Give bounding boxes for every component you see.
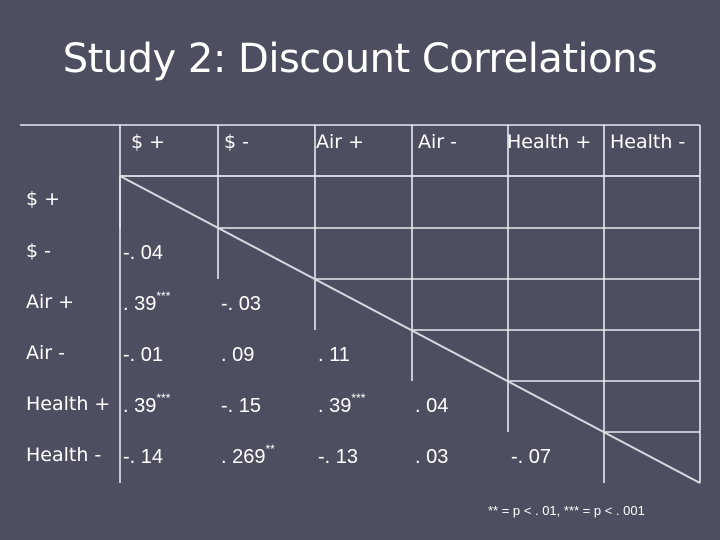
row-label: Air - [26,342,65,364]
correlation-value: . 11 [318,345,350,365]
correlation-number: . 11 [318,344,350,366]
correlation-value: -. 03 [221,294,261,314]
row-label: $ + [26,188,61,210]
column-header: Air - [418,131,457,153]
correlation-number: -. 13 [318,446,359,468]
significance-marker: ** [265,442,275,457]
correlation-value: . 39*** [123,290,170,315]
correlation-number: -. 07 [511,446,552,468]
correlation-value: . 09 [221,345,254,365]
correlation-number: . 03 [415,446,449,468]
correlation-value: . 03 [415,447,448,467]
correlation-value: . 39*** [123,392,170,417]
column-header: $ - [224,131,249,153]
column-header: Health + [507,131,592,153]
correlation-value: . 39*** [318,392,365,417]
correlation-number: . 09 [221,344,255,366]
significance-footnote: ** = p < . 01, *** = p < . 001 [488,503,645,518]
correlation-number: -. 04 [123,242,164,264]
significance-marker: *** [156,289,171,304]
correlation-value: -. 01 [123,345,163,365]
column-header: $ + [131,131,166,153]
correlation-value: -. 07 [511,447,551,467]
correlation-value: . 269** [221,443,275,468]
correlation-value: -. 15 [221,396,261,416]
correlation-value: -. 13 [318,447,358,467]
significance-marker: *** [156,391,171,406]
correlation-number: -. 01 [123,344,164,366]
row-label: Health - [26,444,102,466]
correlation-number: -. 14 [123,446,164,468]
correlation-number: -. 03 [221,293,262,315]
correlation-number: -. 15 [221,395,262,417]
matrix-diagonal [119,175,701,484]
row-label: Air + [26,291,75,313]
row-label: Health + [26,393,111,415]
correlation-number: . 39 [123,293,157,315]
correlation-value: -. 14 [123,447,163,467]
correlation-value: -. 04 [123,243,163,263]
correlation-value: . 04 [415,396,448,416]
correlation-number: . 269 [221,446,266,468]
column-header: Air + [316,131,365,153]
slide-title: Study 2: Discount Correlations [62,36,658,82]
significance-marker: *** [351,391,366,406]
row-label: $ - [26,240,51,262]
correlation-number: . 39 [318,395,352,417]
correlation-number: . 39 [123,395,157,417]
column-header: Health - [610,131,686,153]
correlation-number: . 04 [415,395,449,417]
